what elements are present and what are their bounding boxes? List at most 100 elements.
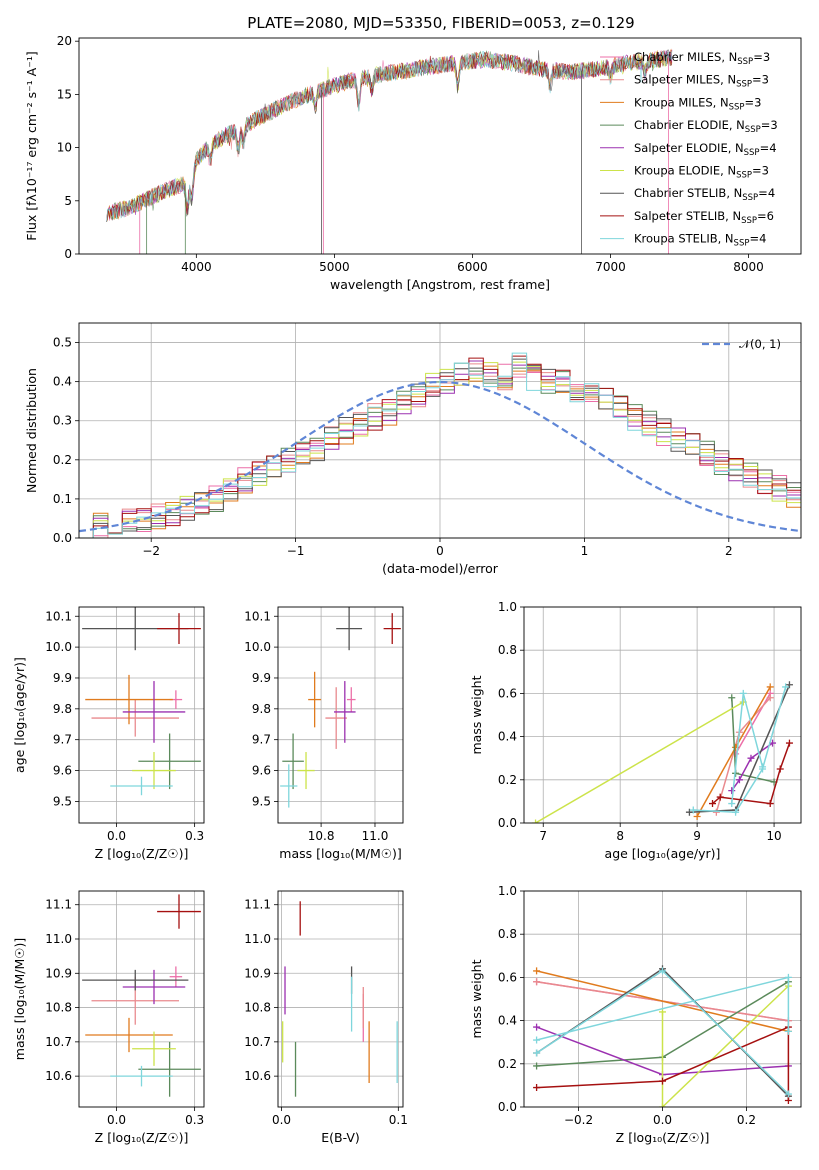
weight-marker [685, 808, 693, 816]
error-point-6 [336, 607, 363, 651]
panel-residuals: −2 −1 0 1 2 0.0 0.1 0.2 0.3 0.4 0.5 (data-model)/er… [24, 322, 802, 576]
axes-frame [78, 890, 205, 1108]
legend-entry-0: Chabrier MILES, NSSP=3 [634, 50, 770, 67]
weight-marker [735, 776, 743, 784]
x-tick-label: 1 [581, 544, 589, 558]
legend-subscript: SSP [745, 125, 761, 135]
weight-marker [533, 1062, 541, 1070]
x-axis-label: mass [log₁₀(M/M☉)] [279, 846, 401, 861]
histogram-3 [79, 362, 801, 538]
weight-marker [689, 806, 697, 814]
legend-subscript: SSP [744, 148, 760, 158]
y-tick-label: 0.1 [53, 492, 72, 506]
grid-lines [278, 607, 403, 823]
weight-marker [716, 793, 724, 801]
plot-area [82, 607, 201, 796]
axes-frame [78, 37, 802, 255]
weight-marker [533, 1049, 541, 1057]
weight-marker [533, 1036, 541, 1044]
legend-prefix: , N [726, 186, 742, 200]
y-axis-label: mass weight [469, 675, 484, 754]
y-tick-label: 9.5 [252, 794, 271, 808]
legend-nssp: 3 [762, 73, 769, 87]
weight-marker [533, 978, 541, 986]
grid-lines [79, 607, 204, 823]
legend-prefix: , N [718, 232, 734, 246]
axes-frame [78, 322, 802, 539]
y-tick-label: 10.9 [244, 966, 271, 980]
error-point-5 [132, 1031, 176, 1066]
y-tick-label: 0.2 [498, 773, 517, 787]
legend-prefix: , N [728, 141, 744, 155]
legend-reference-label: 𝒩(0, 1) [739, 337, 781, 351]
x-tick-label: 8 [616, 829, 624, 843]
error-point-4 [122, 681, 186, 743]
x-axis-label: E(B-V) [321, 1130, 360, 1145]
histogram-6 [79, 358, 801, 538]
weight-marker [782, 683, 790, 691]
legend-equals: = [752, 164, 762, 178]
y-axis-label: mass [log₁₀(M/M☉)] [12, 938, 27, 1060]
x-tick-label: 0.0 [272, 1113, 291, 1127]
x-tick-label: 0.0 [653, 1113, 672, 1127]
weight-line-8 [693, 686, 787, 813]
axes-frame [78, 606, 205, 824]
panel-weight-vs-Z: −0.2 0.0 0.2 0.0 0.2 0.4 0.6 0.8 1.0 Z [log₁₀(Z/Z… [469, 884, 802, 1145]
weight-marker [784, 1097, 792, 1105]
x-tick-label: 0.3 [185, 1113, 204, 1127]
axes-frame [277, 606, 404, 824]
error-point-4 [122, 969, 186, 1005]
x-axis-label: wavelength [Angstrom, rest frame] [330, 277, 550, 292]
y-tick-label: 10.1 [45, 609, 72, 623]
y-tick-label: 0.3 [53, 414, 72, 428]
x-tick-label: −1 [287, 544, 305, 558]
weight-line-7 [536, 1025, 790, 1101]
weight-marker [728, 787, 736, 795]
y-tick-label: 0.4 [498, 1014, 517, 1028]
legend-name: Kroupa STELIB [634, 232, 718, 246]
error-point-6 [82, 969, 189, 991]
y-tick-label: 10.0 [244, 640, 271, 654]
x-tick-label: 7000 [595, 260, 626, 274]
weight-line-5 [661, 985, 789, 1107]
legend-entry-8: Kroupa STELIB, NSSP=4 [634, 232, 766, 249]
y-tick-label: 5 [64, 194, 72, 208]
y-tick-label: 15 [57, 87, 72, 101]
legend-subscript: SSP [741, 216, 757, 226]
y-tick-label: 9.6 [53, 764, 72, 778]
weight-line-2 [536, 970, 789, 1033]
x-tick-label: −0.2 [564, 1113, 593, 1127]
plot-area [532, 681, 793, 823]
weight-marker [766, 800, 774, 808]
x-tick-label: 5000 [319, 260, 350, 274]
y-tick-label: 20 [57, 34, 72, 48]
grid-lines [278, 891, 403, 1107]
weight-marker [732, 808, 740, 816]
x-tick-label: 0.0 [107, 829, 126, 843]
y-tick-label: 10.6 [244, 1069, 271, 1083]
error-point-7 [383, 613, 401, 645]
weight-marker [785, 681, 793, 689]
x-axis-label: age [log₁₀(age/yr)] [605, 846, 721, 861]
weight-marker [693, 813, 701, 821]
plot-area [79, 352, 801, 538]
y-tick-label: 10.6 [45, 1069, 72, 1083]
x-tick-label: 7 [539, 829, 547, 843]
legend-prefix: , N [720, 164, 736, 178]
y-axis-label: Normed distribution [24, 368, 39, 493]
error-point-7 [157, 894, 201, 929]
y-tick-label: 9.9 [252, 671, 271, 685]
plot-area [82, 894, 201, 1097]
x-tick-label: −2 [142, 544, 160, 558]
y-tick-label: 10.7 [244, 1035, 271, 1049]
weight-marker [659, 967, 666, 975]
weight-marker [532, 819, 540, 823]
error-point-1 [91, 699, 179, 737]
panel-mass-vs-Z: 0.0 0.3 10.6 10.7 10.8 10.9 11.0 11.1 Z [log₁₀(Z… [12, 890, 205, 1145]
histogram-8 [79, 352, 801, 538]
weight-marker [533, 1084, 541, 1092]
legend-nssp: 3 [762, 164, 769, 178]
weight-marker [728, 694, 736, 702]
legend-subscript: SSP [736, 171, 752, 181]
